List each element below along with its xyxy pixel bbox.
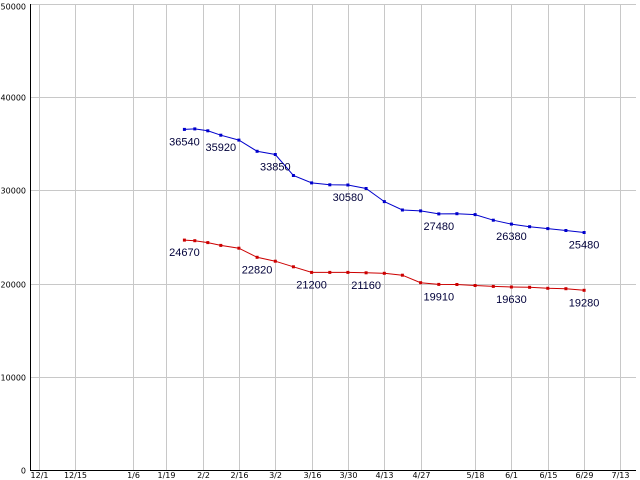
data-label: 35920: [206, 142, 237, 154]
x-tick-label: 12/15: [64, 471, 87, 480]
data-label: 21200: [296, 279, 327, 291]
data-point: [473, 213, 477, 217]
data-points: [182, 127, 586, 292]
data-point: [437, 212, 441, 216]
data-point: [273, 153, 277, 156]
data-point: [419, 209, 423, 213]
data-point: [509, 285, 513, 289]
y-axis-tick-labels: 0 10000 20000 30000 40000 50000: [1, 3, 26, 476]
data-point: [473, 284, 477, 287]
y-tick-label: 0: [21, 467, 26, 476]
data-point: [528, 285, 532, 289]
data-point: [491, 218, 495, 222]
data-point: [382, 271, 386, 275]
series-line-1: [184, 128, 585, 233]
x-tick-label: 12/1: [31, 471, 49, 480]
data-label: 25480: [569, 240, 600, 252]
data-point: [400, 208, 404, 212]
data-point: [328, 270, 332, 274]
data-point: [546, 227, 550, 231]
x-tick-label: 3/30: [340, 471, 358, 480]
data-point: [219, 133, 223, 137]
data-point: [310, 181, 314, 185]
x-tick-label: 1/19: [158, 471, 176, 480]
data-label: 27480: [424, 221, 455, 233]
data-point: [346, 183, 350, 187]
data-point: [564, 229, 568, 232]
data-label: 24670: [169, 247, 200, 259]
data-point: [310, 270, 314, 274]
data-point: [193, 127, 197, 131]
data-point: [255, 149, 259, 153]
data-point: [237, 246, 241, 250]
x-tick-label: 4/13: [376, 471, 394, 480]
data-point: [273, 259, 277, 263]
data-point: [582, 231, 586, 234]
data-label: 19910: [424, 291, 455, 303]
data-point: [328, 183, 332, 187]
x-tick-label: 6/15: [540, 471, 558, 480]
data-point: [291, 174, 295, 177]
data-point: [382, 200, 386, 204]
data-point: [255, 255, 259, 259]
data-label: 36540: [169, 136, 200, 148]
data-point: [509, 222, 513, 226]
x-tick-label: 2/16: [231, 471, 249, 480]
x-tick-label: 5/18: [467, 471, 485, 480]
data-point: [237, 138, 241, 142]
data-point: [364, 187, 368, 190]
data-label: 19630: [496, 294, 527, 306]
data-point: [182, 127, 186, 131]
series-line-2: [184, 239, 585, 291]
x-tick-label: 2/2: [197, 471, 210, 480]
x-tick-label: 3/2: [269, 471, 282, 480]
data-point: [491, 284, 495, 288]
grid: [30, 4, 636, 471]
data-point: [364, 271, 368, 275]
data-labels: 36540 35920 33850 30580 27480 26380 25480 24670…: [169, 136, 599, 309]
x-tick-label: 4/27: [413, 471, 431, 480]
data-point: [419, 281, 423, 285]
data-point: [528, 225, 532, 229]
data-point: [455, 283, 459, 286]
data-point: [437, 282, 441, 286]
data-point: [219, 243, 223, 247]
data-point: [193, 239, 197, 243]
data-label: 33850: [260, 162, 291, 174]
data-point: [546, 286, 550, 290]
y-tick-label: 40000: [1, 94, 26, 103]
data-point: [206, 129, 210, 133]
data-point: [582, 288, 586, 292]
data-point: [291, 265, 295, 269]
axes: [30, 4, 636, 471]
y-tick-label: 30000: [1, 187, 26, 196]
data-point: [455, 212, 459, 216]
data-label: 26380: [496, 231, 527, 243]
data-point: [564, 287, 568, 291]
x-tick-label: 3/16: [304, 471, 322, 480]
data-point: [182, 238, 186, 242]
x-tick-label: 1/6: [127, 471, 140, 480]
data-point: [400, 273, 404, 277]
y-tick-label: 50000: [1, 3, 26, 12]
data-label: 21160: [351, 280, 381, 292]
x-tick-label: 6/1: [505, 471, 518, 480]
y-tick-label: 10000: [1, 374, 26, 383]
data-point: [346, 270, 350, 274]
x-axis-tick-labels: 12/1 12/15 1/6 1/19 2/2 2/16 3/2 3/16 3/30 4/13 4/…: [31, 471, 630, 480]
y-tick-label: 20000: [1, 281, 26, 290]
data-label: 22820: [242, 264, 273, 276]
x-tick-label: 6/29: [576, 471, 594, 480]
data-label: 19280: [569, 297, 600, 309]
data-point: [206, 241, 210, 245]
data-label: 30580: [333, 192, 364, 204]
x-tick-label: 7/13: [612, 471, 630, 480]
series-lines: [184, 128, 585, 291]
